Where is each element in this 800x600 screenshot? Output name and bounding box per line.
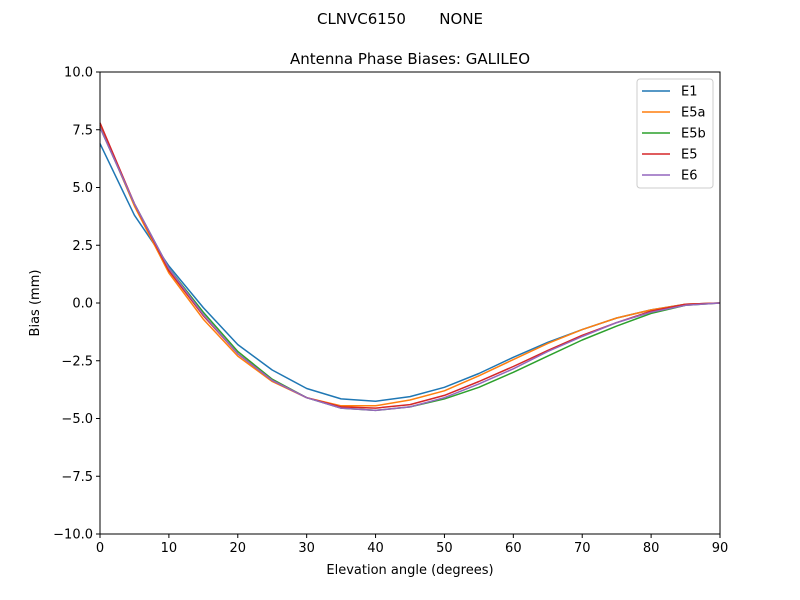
plot-area: 0 10 20 30 40 50 60 70 80 90 −10.0 −7.5 −5.0 −2.5 0.0 2… (53, 66, 728, 557)
series-line-e5b (99, 127, 721, 412)
chart-title: Antenna Phase Biases: GALILEO (290, 50, 530, 68)
x-tick-label: 40 (367, 541, 384, 556)
x-tick-label: 70 (574, 541, 591, 556)
legend-label-e5: E5 (681, 148, 698, 163)
y-tick-label: 5.0 (72, 181, 93, 196)
y-axis-label: Bias (mm) (28, 270, 43, 337)
series-line-e5a (99, 124, 721, 407)
y-tick-label: −2.5 (61, 354, 93, 369)
legend-label-e6: E6 (681, 169, 698, 184)
x-tick-label: 0 (96, 541, 104, 556)
x-tick-label: 60 (505, 541, 522, 556)
legend: E1 E5a E5b E5 E6 (636, 78, 714, 189)
x-tick-label: 90 (712, 541, 729, 556)
x-tick-label: 50 (436, 541, 453, 556)
y-tick-label: 10.0 (64, 66, 93, 81)
legend-label-e5a: E5a (681, 106, 705, 121)
y-tick-label: −10.0 (53, 528, 93, 543)
series-line-e5 (99, 122, 721, 409)
x-tick-label: 80 (643, 541, 660, 556)
y-tick-label: 7.5 (72, 123, 93, 138)
x-tick-label: 30 (298, 541, 315, 556)
series-line-e1 (99, 143, 721, 402)
y-tick-label: −7.5 (61, 470, 93, 485)
y-tick-label: 2.5 (72, 239, 93, 254)
legend-label-e1: E1 (681, 85, 698, 100)
x-axis-label: Elevation angle (degrees) (326, 563, 493, 578)
y-tick-label: −5.0 (61, 412, 93, 427)
x-tick-label: 10 (161, 541, 178, 556)
x-tick-label: 20 (230, 541, 247, 556)
y-tick-label: 0.0 (72, 297, 93, 312)
legend-box (636, 78, 714, 189)
series-line-e6 (99, 127, 721, 412)
legend-label-e5b: E5b (681, 127, 706, 142)
figure-suptitle: CLNVC6150 NONE (317, 10, 483, 28)
